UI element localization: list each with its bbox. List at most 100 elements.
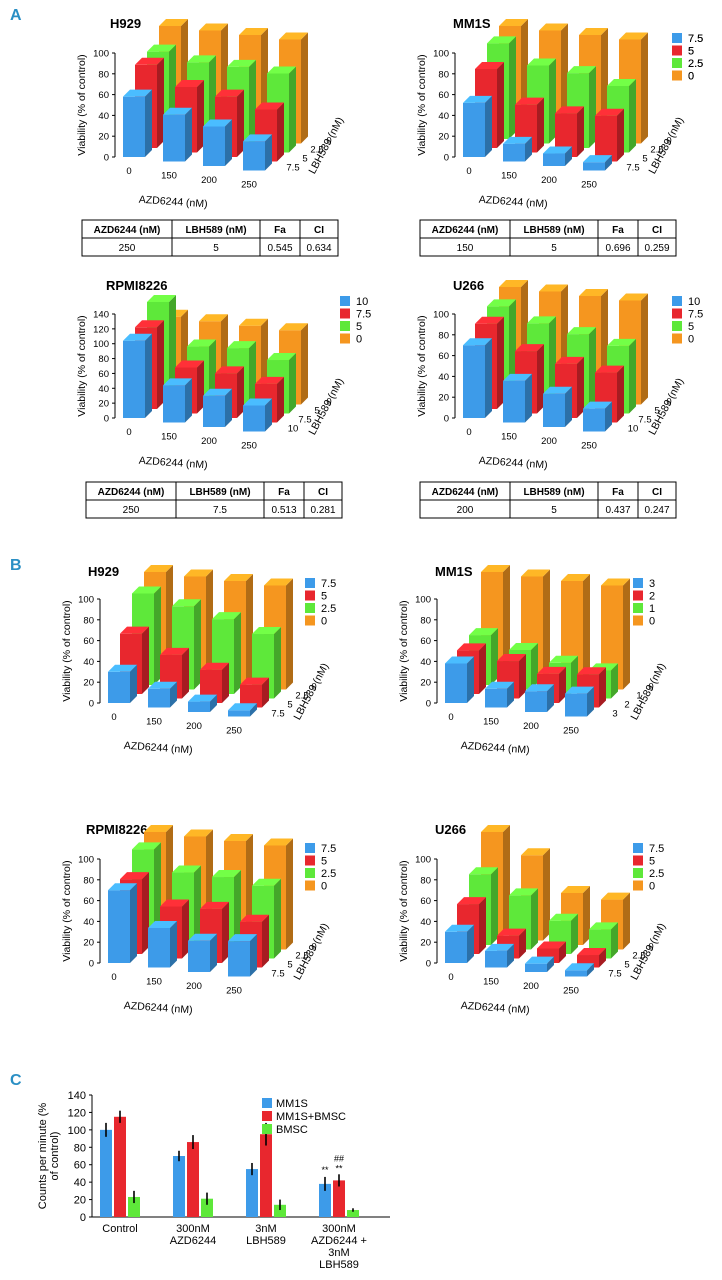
chart-c-bar-0-3: [319, 1183, 331, 1217]
panel-a-u266-bar-0-0-top: [499, 280, 528, 287]
panel-a-h929-title: H929: [110, 16, 141, 31]
panel-b-h929-bar-1-3-top: [252, 627, 281, 635]
panel-a-rpmi8226-x-tick-label: 250: [241, 441, 257, 452]
panel-b-u266-bar-2-1-side: [519, 928, 526, 959]
panel-b-mm1s-bar-0-0-top: [481, 565, 510, 572]
panel-a-h929-bar-0-2-top: [239, 28, 268, 35]
panel-a-u266-legend-swatch-3: [672, 333, 682, 344]
panel-a-u266-bar-2-2-side: [577, 356, 584, 418]
panel-a-rpmi8226-table-cell: 0.513: [271, 505, 296, 516]
panel-a-mm1s-bar-3-1-side: [525, 136, 532, 162]
panel-b-h929-bar-0-0-top: [144, 565, 173, 572]
panel-a-u266-bar-0-3-top: [619, 293, 648, 301]
panel-b-rpmi8226-bar-3-3-top: [228, 934, 257, 942]
panel-b-rpmi8226-bar-2-3-top: [240, 914, 269, 922]
panel-a-u266-bar-3-0-side: [485, 338, 492, 418]
chart-c-bar-2-1: [201, 1198, 213, 1217]
panel-b-u266-bar-3-2-top: [525, 956, 554, 964]
panel-b-u266-bar-3-3-front: [565, 970, 587, 977]
panel-b-rpmi8226-y-tick-label: 80: [83, 875, 94, 886]
panel-a-mm1s-bar-3-2-side: [565, 146, 572, 166]
panel-b-u266-bar-0-2-side: [583, 886, 590, 945]
panel-a-mm1s-bar-3-3-top: [583, 155, 612, 163]
panel-a-u266-bar-1-2-side: [589, 327, 596, 409]
panel-a-rpmi8226-bar-2-3-top: [255, 376, 284, 384]
panel-a-rpmi8226-bar-1-3-side: [289, 353, 296, 414]
panel-a-mm1s-bar-3-2-top: [543, 146, 572, 154]
panel-b-h929-bar-3-2-front: [188, 701, 210, 712]
panel-b-h929-legend-label-1: 5: [321, 591, 327, 603]
panel-b-rpmi8226-y-tick-label: 0: [89, 959, 94, 970]
panel-a-u266-bar-3-1-top: [503, 373, 532, 381]
panel-a-u266-title: U266: [453, 278, 484, 293]
panel-b-rpmi8226-x-tick-label: 150: [146, 977, 162, 988]
panel-b-h929-bar-0-3-side: [286, 578, 293, 690]
panel-b-rpmi8226-bar-3-1-side: [170, 920, 177, 968]
panel-b-mm1s-bar-2-3-top: [577, 667, 606, 675]
panel-b-mm1s-z-tick-label: 2: [624, 700, 629, 711]
panel-b-u266-legend-label-1: 5: [649, 856, 655, 868]
panel-a-u266-table-cell: 0.247: [644, 505, 669, 516]
panel-a-rpmi8226-legend-swatch-2: [340, 321, 350, 331]
panel-b-rpmi8226-bar-2-2-top: [200, 901, 229, 909]
panel-a-rpmi8226-bar-0-3-side: [301, 323, 308, 405]
chart-c-y-tick-label: 20: [74, 1195, 86, 1207]
panel-a-h929-x-tick-label: 250: [241, 180, 257, 191]
panel-a-rpmi8226-bar-3-2-front: [203, 395, 225, 427]
panel-a-mm1s-bar-1-1-top: [527, 58, 556, 66]
panel-a-u266-table-cell: 0.437: [605, 505, 630, 516]
panel-a-u266-bar-2-3-side: [617, 365, 624, 423]
panel-a-mm1s-table-header: LBH589 (nM): [523, 225, 584, 236]
panel-a-mm1s-bar-1-0-side: [509, 36, 516, 139]
panel-a-h929-bar-2-1-side: [197, 79, 204, 153]
panel-a-h929-table: AZD6244 (nM) 250 LBH589 (nM) 5 Fa 0.545 CI 0.63…: [81, 219, 339, 257]
panel-a-h929-z-tick-label: 0: [326, 136, 331, 147]
panel-a-h929-legend-label-0: 7.5: [688, 33, 703, 45]
panel-b-u266-bar-3-2-front: [525, 963, 547, 972]
panel-b-h929-legend-label-0: 7.5: [321, 578, 336, 590]
panel-b-u266-z-tick-label: 5: [624, 960, 629, 971]
panel-a-rpmi8226-bar-1-2-top: [227, 341, 256, 349]
panel-a-h929-x-axis-label: AZD6244 (nM): [138, 194, 208, 211]
panel-a-u266-bar-2-1-top: [515, 344, 544, 352]
panel-a-u266-legend-swatch-1: [672, 308, 682, 319]
panel-a-rpmi8226-legend-label-3: 0: [356, 334, 362, 346]
panel-a-mm1s-z-tick-label: 7.5: [626, 163, 639, 174]
panel-a-rpmi8226-bar-2-2-side: [237, 366, 244, 418]
panel-a-u266-legend-label-3: 0: [688, 334, 694, 346]
panel-b-h929-z-tick-label: 5: [287, 700, 292, 711]
panel-a-h929-bar-1-2-side: [249, 59, 256, 148]
panel-b-mm1s-bar-3-1-top: [485, 681, 514, 689]
panel-b-h929-z-tick-label: 2.5: [295, 691, 308, 702]
section-label-b: B: [10, 557, 22, 574]
panel-a-rpmi8226-bar-2-1-side: [197, 360, 204, 414]
panel-a-mm1s-bar-3-0-top: [463, 95, 492, 103]
panel-b-u266-bar-0-3-top: [601, 892, 630, 900]
section-label-a: A: [10, 7, 22, 24]
panel-a-rpmi8226-z-axis-label: LBH589 (nM): [306, 376, 346, 437]
panel-b-mm1s-bar-3-3-side: [587, 686, 594, 717]
panel-b-mm1s-bar-2-2-top: [537, 666, 566, 674]
panel-b-h929-y-tick-label: 20: [83, 678, 94, 689]
panel-b-u266-legend-swatch-2: [633, 868, 643, 878]
panel-a-h929-z-tick-label: 2.5: [310, 145, 323, 156]
panel-b-mm1s-bar-3-2-front: [525, 691, 547, 712]
panel-a-u266-y-tick-label: 80: [438, 330, 449, 341]
panel-a-u266-y-tick-label: 100: [433, 310, 449, 321]
panel-b-rpmi8226-bar-3-2-top: [188, 933, 217, 941]
panel-b-rpmi8226-bar-1-1-side: [194, 865, 201, 950]
panel-b-mm1s-bar-0-0-side: [503, 565, 510, 676]
panel-b-mm1s-legend-label-0: 3: [649, 578, 655, 590]
panel-b-u266-bar-3-3-side: [587, 963, 594, 977]
panel-b-rpmi8226-legend-label-2: 2.5: [321, 868, 336, 880]
panel-a-rpmi8226-legend-swatch-3: [340, 333, 350, 344]
chart-c-category-label: AZD6244 +: [311, 1235, 367, 1247]
panel-a-h929-x-tick-label: 0: [126, 166, 131, 177]
panel-b-u266-bar-2-2-side: [559, 941, 566, 963]
panel-b-rpmi8226-x-axis-label: AZD6244 (nM): [123, 1000, 193, 1017]
chart-c-legend-swatch-2: [262, 1124, 272, 1134]
panel-a-u266-table: AZD6244 (nM) 200 LBH589 (nM) 5 Fa 0.437 CI 0.24…: [419, 481, 677, 519]
panel-b-u266-legend-swatch-3: [633, 880, 643, 891]
panel-a-h929-bar-0-1-top: [199, 23, 228, 31]
